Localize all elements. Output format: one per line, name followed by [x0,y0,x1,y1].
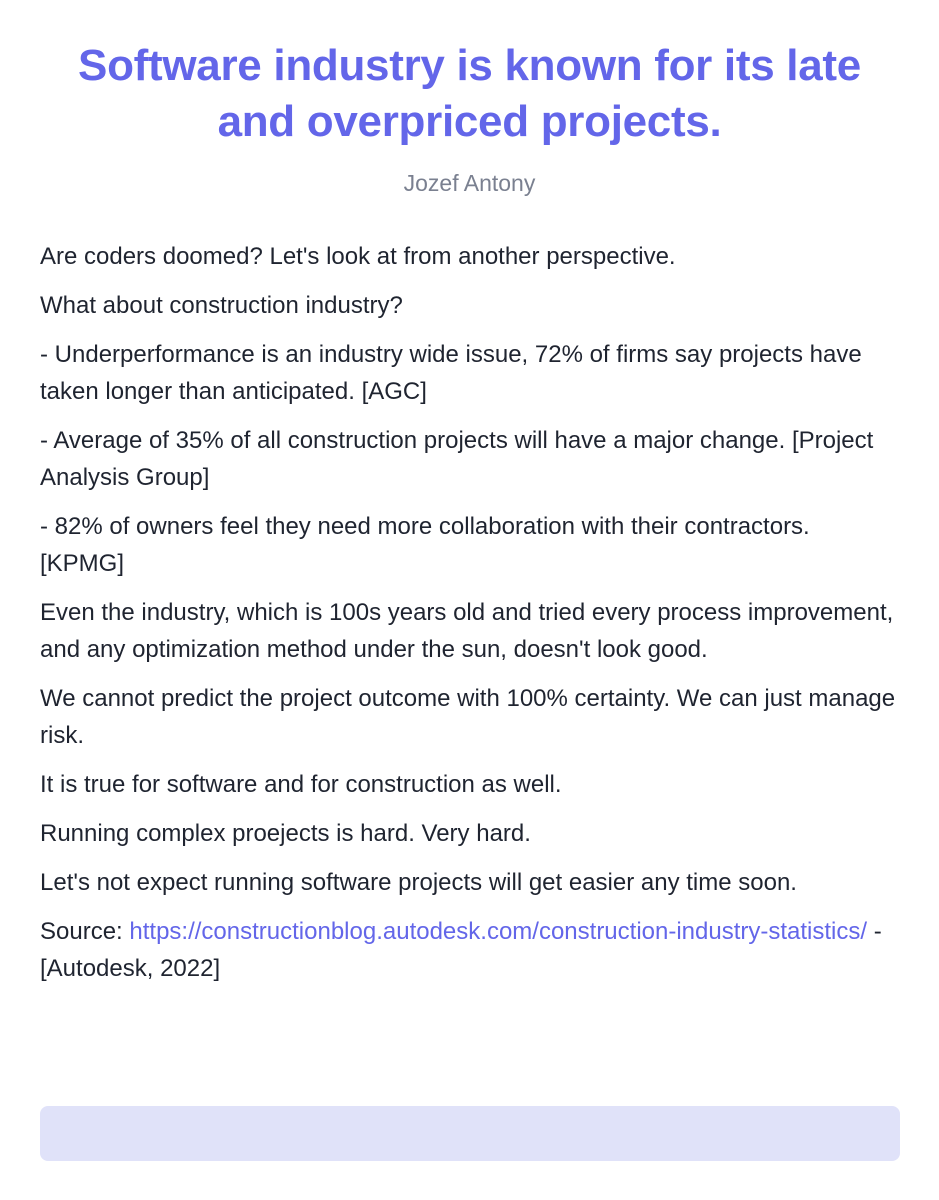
paragraph-true: It is true for software and for construc… [40,771,562,798]
author-name: Jozef Antony [403,170,536,196]
paragraph-industry: Even the industry, which is 100s years o… [40,599,894,663]
post-title: Software industry is known for its late … [78,41,861,146]
paragraph-conclusion: Let's not expect running software projec… [40,869,797,896]
paragraph-hard: Running complex proejects is hard. Very … [40,820,531,847]
source-suffix: - [Autodesk, 2022] [40,918,882,982]
source-link[interactable]: https://constructionblog.autodesk.com/co… [129,918,868,945]
post-body: Are coders doomed? Let's look at from an… [40,238,899,987]
paragraph-stat-kpmg: - 82% of owners feel they need more coll… [40,513,810,577]
source-line: Source: https://constructionblog.autodes… [40,913,899,987]
paragraph-question: What about construction industry? [40,292,403,319]
paragraph-risk: We cannot predict the project outcome wi… [40,685,896,749]
paragraph-intro: Are coders doomed? Let's look at from an… [40,243,676,270]
source-label: Source: [40,918,130,945]
paragraph-stat-agc: - Underperformance is an industry wide i… [40,341,862,405]
footer-bar [40,1106,900,1161]
paragraph-stat-pag: - Average of 35% of all construction pro… [40,427,874,491]
